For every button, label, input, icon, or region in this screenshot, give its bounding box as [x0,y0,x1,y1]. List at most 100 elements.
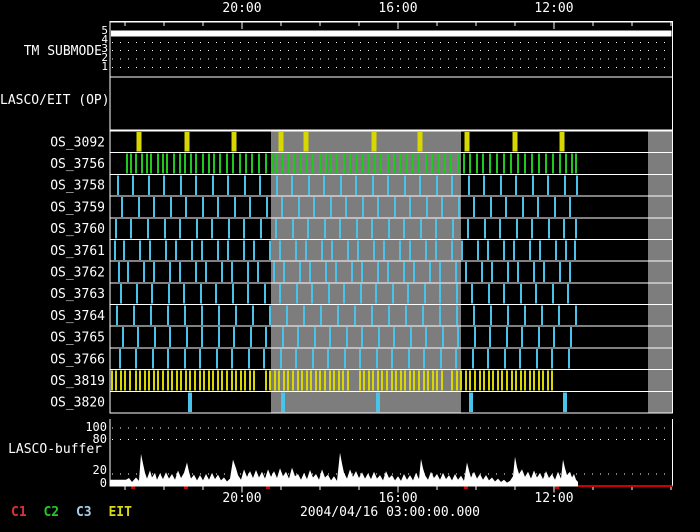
obs-mark [393,327,395,347]
obs-mark [455,348,457,369]
obs-mark [422,305,424,326]
obs-mark [463,153,465,174]
obs-mark [531,218,533,239]
obs-mark [457,153,459,174]
row-label: OS_3820 [50,396,105,411]
top-axis-tick-label: 20:00 [222,1,262,16]
obs-mark [346,327,348,347]
obs-mark [115,218,117,239]
obs-mark [165,240,167,261]
obs-mark [336,153,338,174]
obs-mark [553,327,555,347]
obs-mark [575,305,577,326]
obs-mark [387,262,389,282]
row-label: OS_3761 [50,244,105,259]
obs-mark [144,370,146,391]
obs-mark [444,153,446,174]
obs-mark [179,218,181,239]
obs-mark [276,153,278,174]
obs-mark [190,153,192,174]
obs-mark [455,262,457,282]
obs-mark [208,370,210,391]
obs-mark [274,370,276,391]
tm-submode-ytick: 4 [101,33,108,46]
obs-mark [185,197,187,217]
obs-mark [473,305,475,326]
obs-mark [431,153,433,174]
obs-mark [345,197,347,217]
obs-mark [359,370,361,391]
obs-mark [418,370,420,391]
obs-mark [335,262,337,282]
obs-mark [231,262,233,282]
obs-mark [524,370,526,391]
obs-mark [410,327,412,347]
buffer-ytick-20: 20 [92,463,107,477]
obs-mark [249,370,251,391]
obs-mark [488,283,490,304]
obs-mark [393,153,395,174]
obs-mark [265,370,267,391]
obs-mark [511,370,513,391]
obs-mark [359,348,361,369]
obs-mark [418,153,420,174]
obs-mark [505,197,507,217]
obs-mark [202,197,204,217]
obs-mark [151,283,153,304]
obs-mark [510,153,512,174]
bottom-axis-tick-label: 16:00 [378,491,418,506]
obs-mark [425,240,427,261]
obs-mark [469,370,471,391]
obs-mark [551,348,553,369]
obs-mark [552,283,554,304]
obs-mark [374,153,376,174]
obs-mark [489,153,491,174]
obs-mark [329,327,331,347]
obs-mark [570,327,572,347]
obs-mark [244,175,246,196]
obs-mark [203,370,205,391]
obs-mark [324,218,326,239]
obs-mark [441,197,443,217]
obs-mark [516,218,518,239]
obs-mark [188,392,192,412]
obs-mark [375,283,377,304]
obs-mark [149,240,151,261]
obs-mark [226,370,228,391]
obs-mark [211,218,213,239]
obs-mark [532,175,534,196]
obs-mark [473,197,475,217]
obs-mark [538,370,540,391]
obs-mark [201,327,203,347]
obs-mark [233,327,235,347]
obs-mark [251,153,253,174]
obs-mark [412,153,414,174]
obs-mark [264,283,266,304]
obs-mark [376,392,380,412]
obs-mark [244,370,246,391]
obs-mark [512,132,518,152]
obs-mark [167,348,169,369]
obs-mark [313,197,315,217]
obs-mark [258,153,260,174]
obs-mark [559,132,565,152]
obs-mark [163,175,165,196]
obs-mark [575,153,577,174]
obs-mark [343,153,345,174]
obs-mark [488,370,490,391]
obs-mark [212,175,214,196]
obs-mark [547,370,549,391]
obs-mark [200,283,202,304]
obs-mark [356,218,358,239]
obs-mark [153,370,155,391]
obs-mark [547,175,549,196]
obs-mark [391,370,393,391]
obs-mark [164,218,166,239]
obs-mark [533,370,535,391]
obs-mark [387,175,389,196]
obs-mark [132,175,134,196]
obs-mark [347,370,349,391]
obs-mark [243,218,245,239]
obs-mark [186,327,188,347]
